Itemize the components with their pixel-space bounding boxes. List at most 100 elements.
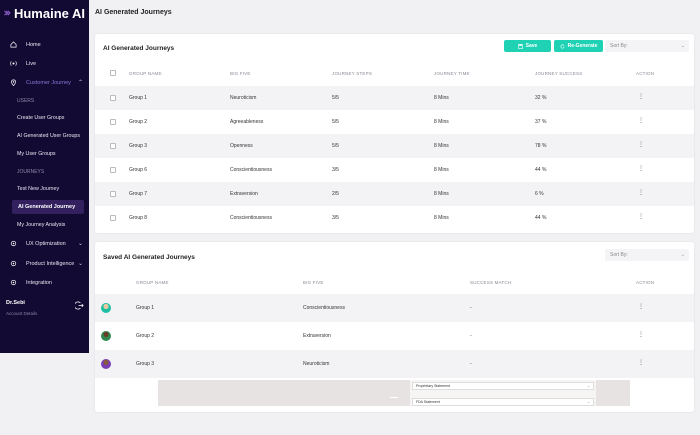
sidebar-item-label: Product Intelligence [26,260,75,267]
row-checkbox[interactable] [110,215,116,221]
column-header[interactable]: GROUP NAME [136,280,169,285]
sidebar-item-my-user-groups[interactable]: My User Groups [17,151,56,157]
sidebar-item-live[interactable]: Live [0,55,89,72]
row-checkbox[interactable] [110,95,116,101]
more-actions-icon[interactable]: ⋮ [638,166,644,172]
success-match-cell: - [470,361,472,367]
journey-time-cell: 8 Mins [434,191,449,197]
avatar [101,303,111,313]
journey-time-cell: 8 Mins [434,143,449,149]
group-name-cell: Group 6 [129,167,148,173]
sidebar-item-home[interactable]: Home [0,36,89,53]
chevron-down-icon: ⌄ [77,241,83,247]
chevron-down-icon: ⌄ [680,252,685,258]
column-header[interactable]: BIG FIVE [230,71,251,76]
journey-steps-cell: 2/5 [332,191,339,197]
select-all-checkbox[interactable] [110,70,116,76]
journey-time-cell: 8 Mins [434,119,449,125]
page-title: AI Generated Journeys [95,9,172,16]
column-header[interactable]: GROUP NAME [129,71,162,76]
avatar [101,331,111,341]
journey-detail-overlay: Proprietary Statement ⌄ FDA Statement ⌄ [158,380,630,406]
sidebar-item-label: Home [26,41,41,48]
table-row[interactable]: Group 2 Agreeableness 5/5 8 Mins 37 % ⋮ [95,110,694,134]
table-row[interactable]: Group 8 Conscientiousness 3/5 8 Mins 44 … [95,206,694,230]
sidebar-item-product-intelligence[interactable]: Product Intelligence ⌄ [0,255,89,272]
more-actions-icon[interactable]: ⋮ [638,332,644,338]
table-row[interactable]: Group 3 Openness 5/5 8 Mins 78 % ⋮ [95,134,694,158]
sidebar: Humaine AI Home Live Customer Journey ⌃ … [0,0,89,353]
group-name-cell: Group 2 [136,333,155,339]
more-actions-icon[interactable]: ⋮ [638,118,644,124]
journey-success-cell: 78 % [535,143,547,149]
more-actions-icon[interactable]: ⋮ [638,142,644,148]
success-match-cell: - [470,333,472,339]
big-five-cell: Conscientiousness [230,167,272,173]
sidebar-item-label: Customer Journey [26,79,71,86]
table-row[interactable]: Group 6 Conscientiousness 3/5 8 Mins 44 … [95,158,694,182]
more-actions-icon[interactable]: ⋮ [638,360,644,366]
sidebar-item-test-new-journey[interactable]: Test New Journey [17,186,60,192]
save-icon [517,43,523,49]
column-header: ACTION [636,280,655,285]
journey-steps-cell: 5/5 [332,143,339,149]
row-checkbox[interactable] [110,143,116,149]
more-actions-icon[interactable]: ⋮ [638,190,644,196]
group-name-cell: Group 1 [129,95,148,101]
field-label: Proprietary Statement [416,384,451,388]
account-details-link[interactable]: Account Details [6,311,38,316]
logout-icon[interactable] [75,301,84,310]
more-actions-icon[interactable]: ⋮ [638,94,644,100]
table-row[interactable]: Group 1 Conscientiousness - ⋮ [95,294,694,322]
brand[interactable]: Humaine AI [0,0,89,26]
big-five-cell: Neuroticism [230,95,257,101]
divider [390,397,398,398]
sidebar-item-customer-journey[interactable]: Customer Journey ⌃ [0,74,89,91]
save-button[interactable]: Save [504,40,551,52]
gear-icon [9,260,17,268]
map-pin-icon [9,79,17,87]
column-header[interactable]: BIG FIVE [303,280,324,285]
sidebar-item-label: Live [26,60,37,67]
sort-placeholder: Sort By: [610,43,628,49]
sidebar-item-integration[interactable]: Integration [0,274,89,291]
brand-name: Humaine AI [13,5,85,21]
table-row[interactable]: Group 3 Neuroticism - ⋮ [95,350,694,378]
group-name-cell: Group 2 [129,119,148,125]
chevron-down-icon: ⌄ [587,400,590,404]
more-actions-icon[interactable]: ⋮ [638,304,644,310]
journey-time-cell: 8 Mins [434,95,449,101]
ai-generated-journeys-card: AI Generated Journeys Save Re-Generate S… [95,34,694,233]
journey-time-cell: 8 Mins [434,167,449,173]
success-match-cell: - [470,305,472,311]
regenerate-button[interactable]: Re-Generate [554,40,603,52]
more-actions-icon[interactable]: ⋮ [638,214,644,220]
row-checkbox[interactable] [110,119,116,125]
column-header[interactable]: JOURNEY TIME [434,71,470,76]
field-label: FDA Statement [416,400,440,404]
sidebar-item-my-journey-analysis[interactable]: My Journey Analysis [17,222,66,228]
table-row[interactable]: Group 7 Extraversion 2/5 8 Mins 6 % ⋮ [95,182,694,206]
column-header[interactable]: SUCCESS MATCH [470,280,512,285]
sort-select[interactable]: Sort By: ⌄ [605,249,689,261]
big-five-cell: Extraversion [230,191,258,197]
sidebar-item-create-user-groups[interactable]: Create User Groups [17,115,65,121]
sidebar-item-ai-generated-journey[interactable]: AI Generated Journey [18,204,76,210]
column-header[interactable]: JOURNEY SUCCESS [535,71,583,76]
regenerate-label: Re-Generate [567,43,598,49]
sidebar-active-highlight [12,200,84,214]
journey-steps-cell: 3/5 [332,215,339,221]
sidebar-item-ai-generated-user-groups[interactable]: AI Generated User Groups [17,133,81,139]
column-header[interactable]: JOURNEY STEPS [332,71,373,76]
group-name-cell: Group 7 [129,191,148,197]
big-five-cell: Conscientiousness [230,215,272,221]
table-row[interactable]: Group 1 Neuroticism 5/5 8 Mins 32 % ⋮ [95,86,694,110]
fda-statement-field[interactable]: FDA Statement ⌄ [412,398,594,406]
sidebar-item-ux-optimization[interactable]: UX Optimization ⌄ [0,235,89,252]
row-checkbox[interactable] [110,191,116,197]
sort-select[interactable]: Sort By: ⌄ [605,40,689,52]
row-checkbox[interactable] [110,167,116,173]
proprietary-statement-field[interactable]: Proprietary Statement ⌄ [412,382,594,390]
chevron-down-icon: ⌄ [680,43,685,49]
table-row[interactable]: Group 2 Extraversion - ⋮ [95,322,694,350]
